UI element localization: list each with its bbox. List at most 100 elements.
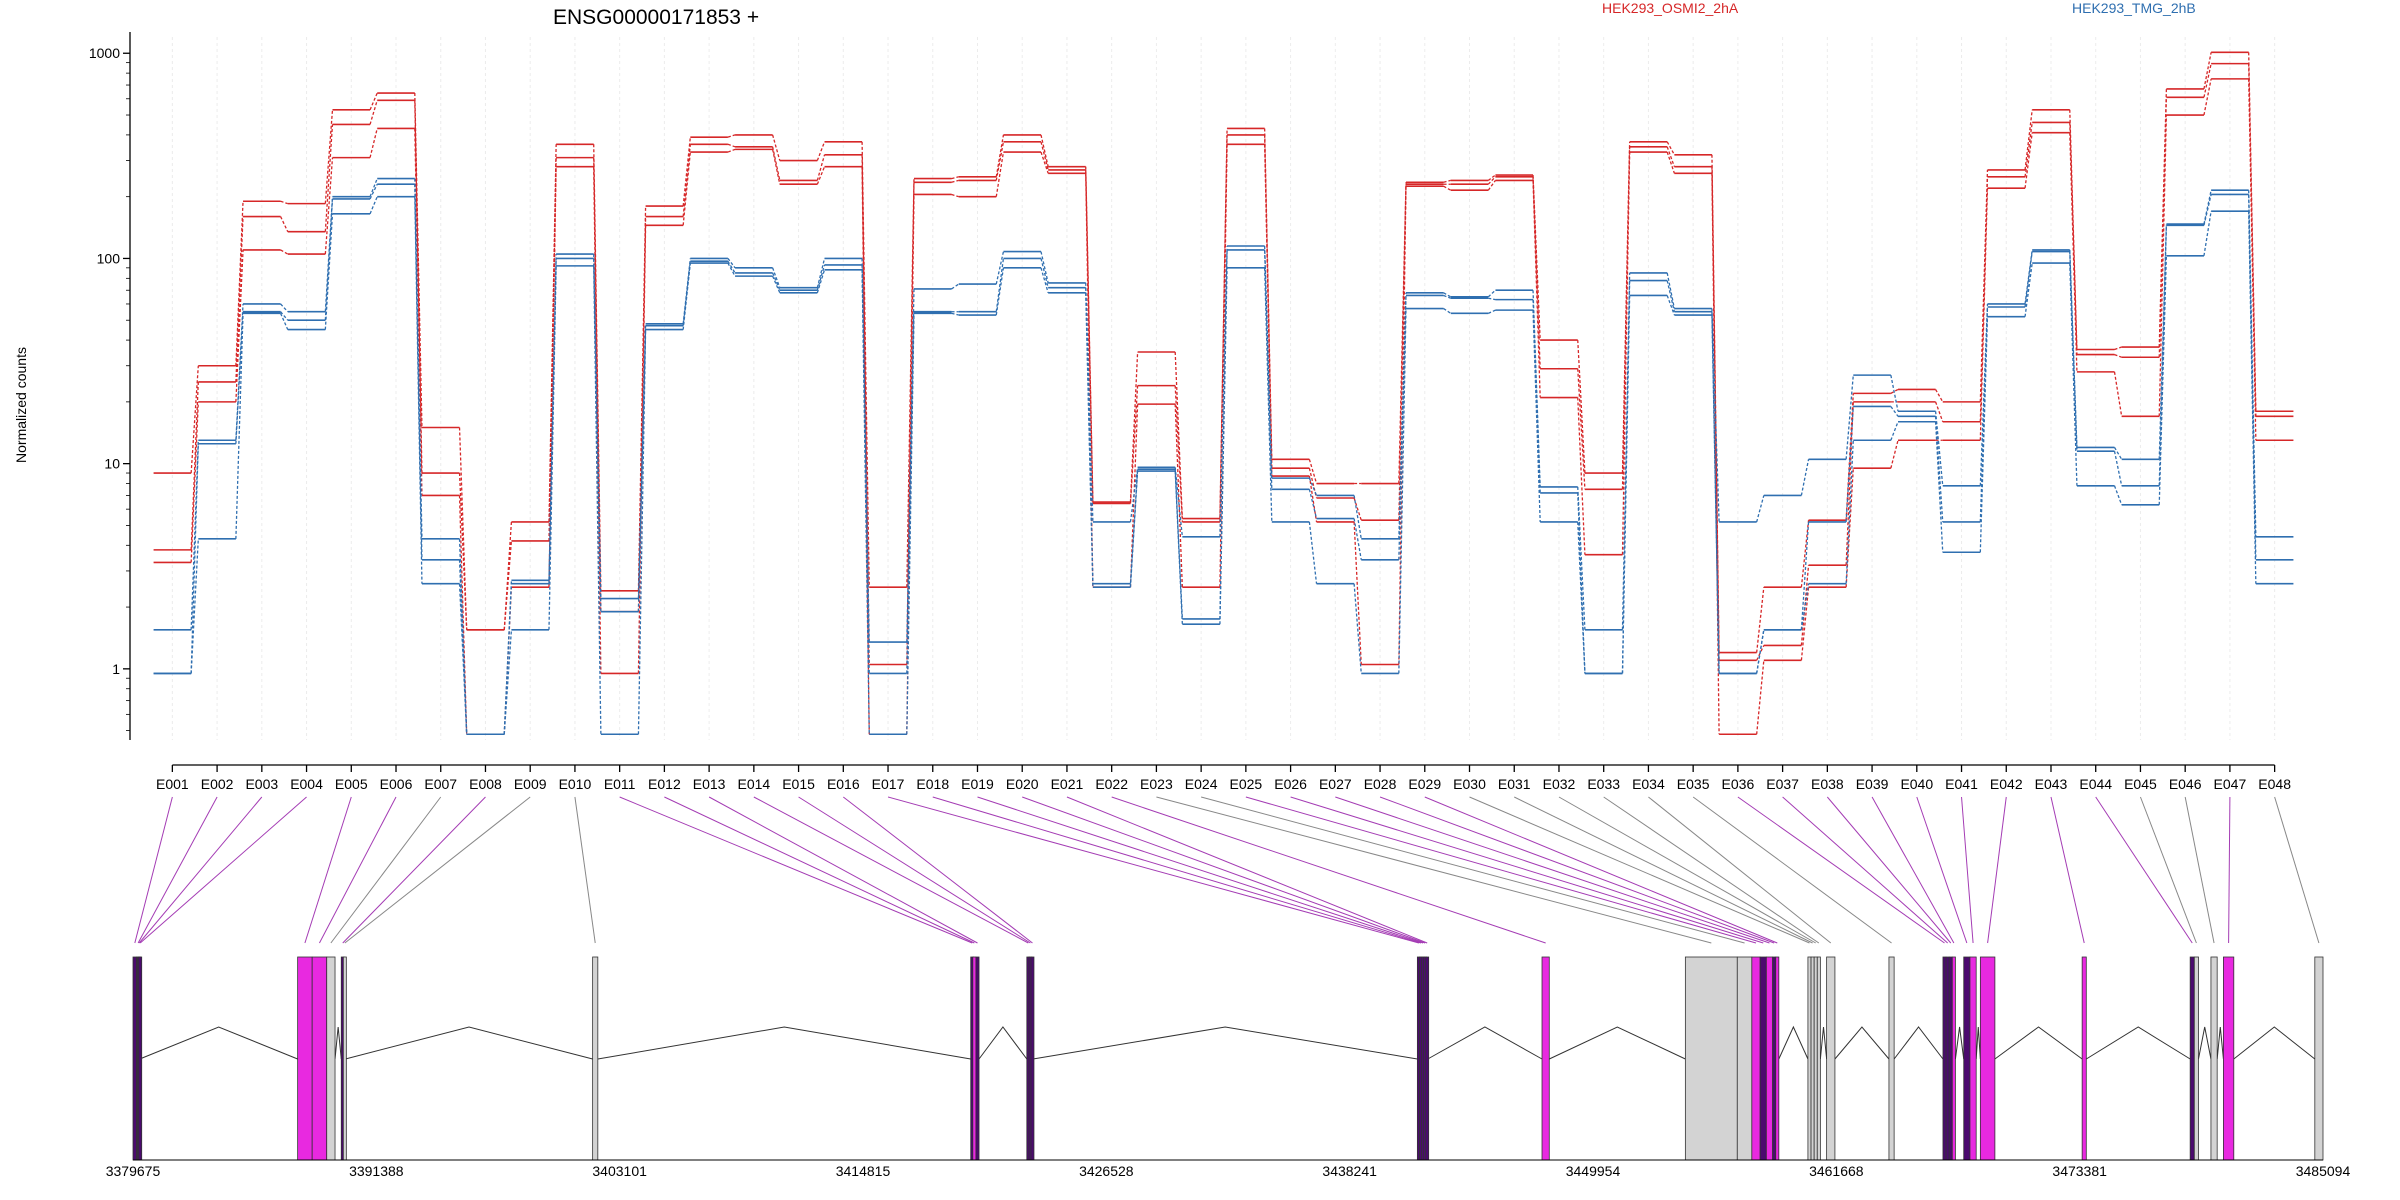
exon-block xyxy=(1942,956,1947,1161)
exon-block xyxy=(1951,956,1956,1161)
series-connector xyxy=(190,440,199,630)
series-connector xyxy=(2203,63,2212,98)
x-tick-label: E040 xyxy=(1900,776,1933,792)
exon-connector xyxy=(1987,796,2007,944)
series-connector xyxy=(1935,389,1944,403)
exon-connector xyxy=(1111,796,1546,944)
series-connector xyxy=(1219,267,1228,625)
exon-connector xyxy=(2184,796,2215,944)
series-connector xyxy=(1845,401,1854,566)
series-connector xyxy=(2024,262,2033,317)
exon-connector xyxy=(1156,796,1712,944)
exon-connector xyxy=(574,796,596,944)
series-connector xyxy=(1443,185,1452,191)
series-connector xyxy=(2113,451,2123,486)
series-connector xyxy=(1845,375,1854,460)
exon-block xyxy=(1963,956,1971,1161)
series-connector xyxy=(995,134,1005,177)
exon-block xyxy=(342,956,347,1161)
exon-block xyxy=(1945,956,1950,1161)
series-connector xyxy=(593,166,602,674)
exon-block xyxy=(1751,956,1761,1161)
exon-connector xyxy=(1335,796,1770,944)
exon-block xyxy=(311,956,328,1161)
exon-block xyxy=(2081,956,2087,1161)
exon-block xyxy=(1759,956,1767,1161)
series-connector xyxy=(369,128,378,158)
series-connector xyxy=(1800,587,1810,661)
series-connector xyxy=(682,262,691,330)
exon-block xyxy=(138,956,143,1161)
series-connector xyxy=(951,193,959,198)
series-connector xyxy=(1577,368,1586,490)
series-connector xyxy=(1666,272,1676,309)
exon-block xyxy=(1765,956,1774,1161)
exon-block xyxy=(1948,956,1953,1161)
exon-connector xyxy=(1603,796,1820,944)
intron xyxy=(1778,1025,1809,1060)
exon-connector xyxy=(1871,796,1955,944)
exon-block xyxy=(975,956,980,1161)
y-tick-label: 100 xyxy=(97,250,121,266)
series-connector xyxy=(1174,471,1183,625)
x-tick-label: E038 xyxy=(1811,776,1844,792)
series-connector xyxy=(951,312,959,316)
series-connector xyxy=(1264,267,1273,522)
series-connector xyxy=(1800,565,1810,646)
series-0 xyxy=(153,51,2294,654)
series-connector xyxy=(816,166,826,185)
exon-connector xyxy=(1826,796,1952,944)
series-connector xyxy=(1174,385,1183,522)
series-connector xyxy=(1398,184,1407,521)
exon-connector xyxy=(304,796,352,944)
series-connector xyxy=(458,583,468,735)
series-connector xyxy=(2203,52,2212,90)
series-connector xyxy=(2113,371,2123,417)
intron xyxy=(2197,1026,2212,1060)
exon-block xyxy=(1807,956,1812,1161)
exon-connector xyxy=(2274,796,2320,944)
x-tick-label: E045 xyxy=(2124,776,2157,792)
series-connector xyxy=(1040,267,1049,293)
series-connector xyxy=(324,157,334,255)
series-connector xyxy=(2248,78,2257,441)
x-tick-label: E003 xyxy=(245,776,278,792)
series-connector xyxy=(1308,521,1318,584)
x-tick-label: E016 xyxy=(827,776,860,792)
series-connector xyxy=(1666,280,1676,312)
y-tick-label: 1 xyxy=(112,661,120,677)
series-connector xyxy=(2114,353,2122,358)
series-connector xyxy=(1845,440,1854,584)
exon-block xyxy=(326,956,336,1161)
series-connector xyxy=(190,443,199,674)
series-connector xyxy=(324,213,334,330)
exon-block xyxy=(1979,956,1996,1161)
series-connector xyxy=(1666,141,1675,156)
series-connector xyxy=(816,269,826,294)
series-connector xyxy=(458,427,468,630)
exon-block xyxy=(1030,956,1035,1161)
series-connector xyxy=(682,144,691,217)
series-connector xyxy=(861,269,870,735)
series-connector xyxy=(1443,294,1451,299)
exon-connector xyxy=(1469,796,1810,944)
series-connector xyxy=(1577,340,1586,474)
exon-block xyxy=(1772,956,1777,1161)
series-connector xyxy=(1666,146,1675,167)
intron xyxy=(1994,1026,2083,1060)
series-connector xyxy=(369,178,378,197)
exon-connector xyxy=(1558,796,1816,944)
series-connector xyxy=(1756,629,1765,674)
intron xyxy=(1549,1026,1686,1060)
series-connector xyxy=(324,109,334,204)
series-connector xyxy=(1353,518,1362,560)
series-connector xyxy=(2024,109,2033,171)
exon-connector xyxy=(664,796,975,944)
y-axis: 1 10 100 1000 xyxy=(89,32,131,740)
series-connector xyxy=(1532,290,1541,487)
x-tick-label: E046 xyxy=(2169,776,2202,792)
y-tick-label: 1000 xyxy=(89,45,120,61)
x-axis: E001 E002 E003 E004 E005 E006 E007 E008 E009 E010… xyxy=(156,764,2291,792)
exon-connector xyxy=(319,796,397,944)
